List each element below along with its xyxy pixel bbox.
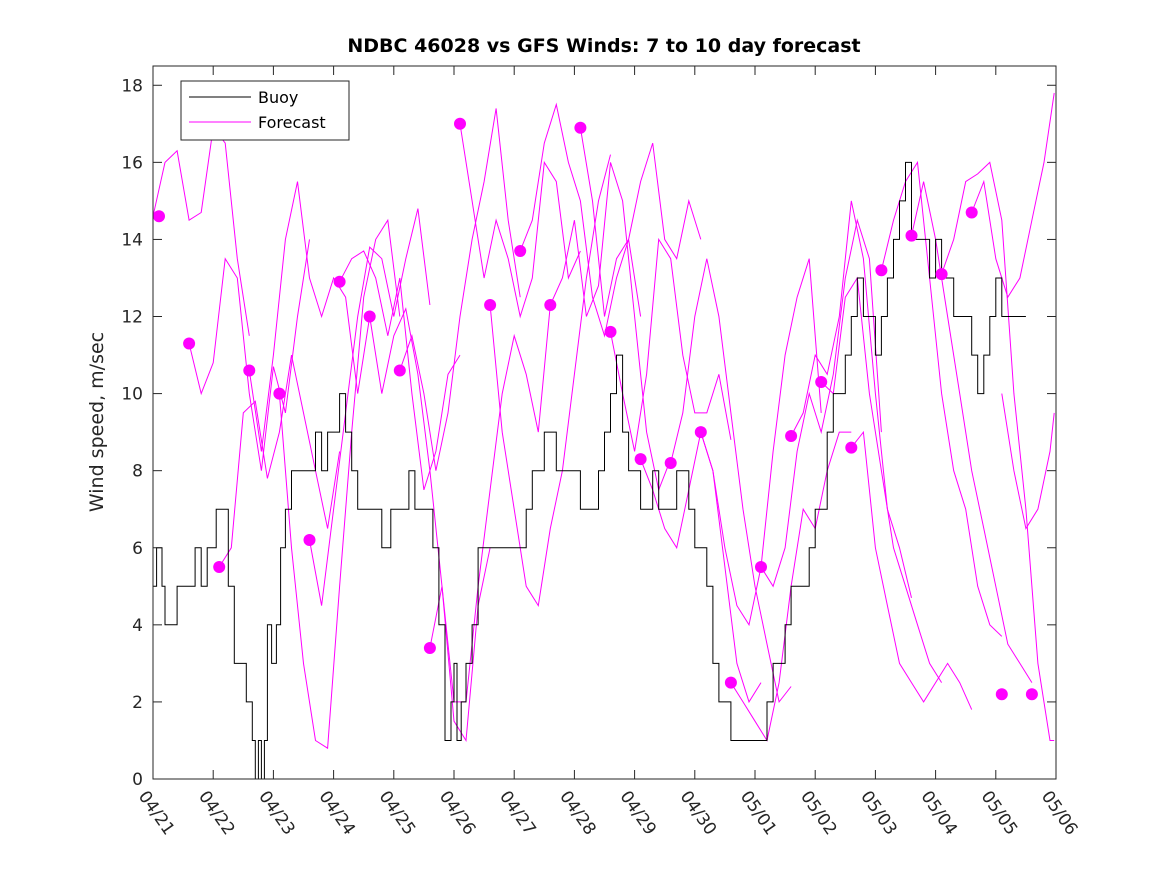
y-tick-label-12: 12 [121, 308, 143, 328]
forecast-track-25 [880, 160, 1003, 637]
y-tick-label-0: 0 [132, 770, 143, 790]
legend: Buoy Forecast [180, 80, 350, 141]
forecast-marker-27 [935, 268, 948, 281]
forecast-marker-20 [724, 676, 737, 689]
chart-title: NDBC 46028 vs GFS Winds: 7 to 10 day for… [347, 35, 860, 57]
forecast-marker-15 [574, 121, 587, 134]
legend-box [180, 80, 350, 141]
forecast-track-14 [549, 162, 672, 492]
forecast-marker-5 [273, 387, 286, 400]
forecast-track-18 [670, 258, 792, 704]
forecast-marker-1 [153, 210, 165, 223]
forecast-marker-21 [755, 561, 767, 573]
forecast-track-10 [429, 304, 551, 703]
plot-area [152, 65, 1057, 780]
forecast-track-16 [610, 237, 732, 452]
forecast-marker-25 [875, 264, 888, 277]
forecast-marker-9 [393, 364, 406, 377]
y-axis-label: Wind speed, m/sec [86, 332, 108, 512]
y-axis: 0 2 4 6 8 10 12 14 16 18 [121, 76, 1056, 790]
forecast-marker-23 [815, 376, 828, 388]
forecast-marker-6 [303, 534, 316, 546]
forecast-track-9 [399, 108, 521, 471]
forecast-track-11 [459, 123, 581, 319]
plot-frame [152, 65, 1057, 780]
forecast-track-3 [218, 354, 341, 568]
forecast-marker-24 [845, 441, 858, 454]
forecast-track-28 [971, 92, 1055, 299]
y-tick-label-2: 2 [132, 693, 143, 713]
forecast-track-21 [760, 218, 882, 588]
forecast-markers [153, 117, 1038, 701]
forecast-track-2 [188, 239, 310, 471]
buoy-series [153, 161, 1026, 780]
forecast-track-15 [579, 127, 702, 317]
forecast-track-26 [911, 181, 1033, 683]
forecast-marker-30 [1025, 688, 1038, 701]
forecast-marker-22 [785, 430, 798, 442]
y-tick-label-10: 10 [121, 385, 143, 405]
forecast-marker-13 [514, 245, 527, 257]
forecast-marker-18 [664, 457, 677, 469]
forecast-marker-19 [694, 426, 707, 439]
forecast-marker-14 [544, 299, 557, 311]
legend-forecast-label: Forecast [258, 113, 326, 132]
forecast-marker-3 [213, 561, 226, 573]
forecast-marker-29 [995, 688, 1008, 701]
forecast-marker-4 [243, 364, 256, 377]
forecast-marker-8 [363, 310, 376, 323]
plot-background [153, 66, 1056, 779]
y-tick-label-4: 4 [132, 616, 143, 636]
legend-buoy-label: Buoy [258, 88, 298, 107]
forecast-tracks [152, 92, 1055, 750]
forecast-marker-2 [183, 337, 196, 350]
y-tick-label-8: 8 [132, 462, 143, 482]
forecast-track-13 [519, 102, 642, 338]
forecast-marker-7 [333, 275, 346, 288]
forecast-marker-26 [905, 229, 918, 242]
forecast-track-6 [309, 208, 431, 606]
forecast-track-1 [152, 126, 250, 336]
forecast-marker-17 [634, 453, 647, 466]
forecast-track-8 [369, 307, 491, 743]
forecast-track-12 [489, 154, 611, 608]
forecast-track-5 [278, 218, 401, 750]
forecast-track-24 [850, 430, 973, 710]
forecast-track-4 [248, 181, 371, 452]
forecast-marker-28 [965, 206, 978, 219]
forecast-marker-12 [484, 299, 497, 311]
forecast-track-22 [790, 200, 912, 599]
forecast-track-7 [339, 250, 461, 491]
y-tick-label-6: 6 [132, 539, 143, 559]
forecast-marker-11 [454, 117, 466, 130]
y-tick-label-18: 18 [121, 76, 143, 96]
forecast-marker-16 [604, 325, 617, 338]
y-tick-label-16: 16 [121, 153, 143, 173]
forecast-marker-10 [423, 642, 436, 654]
y-tick-label-14: 14 [121, 230, 143, 250]
forecast-track-29 [1001, 393, 1055, 530]
forecast-track-23 [820, 276, 943, 683]
buoy-line [153, 161, 1026, 780]
forecast-track-27 [941, 161, 1055, 741]
